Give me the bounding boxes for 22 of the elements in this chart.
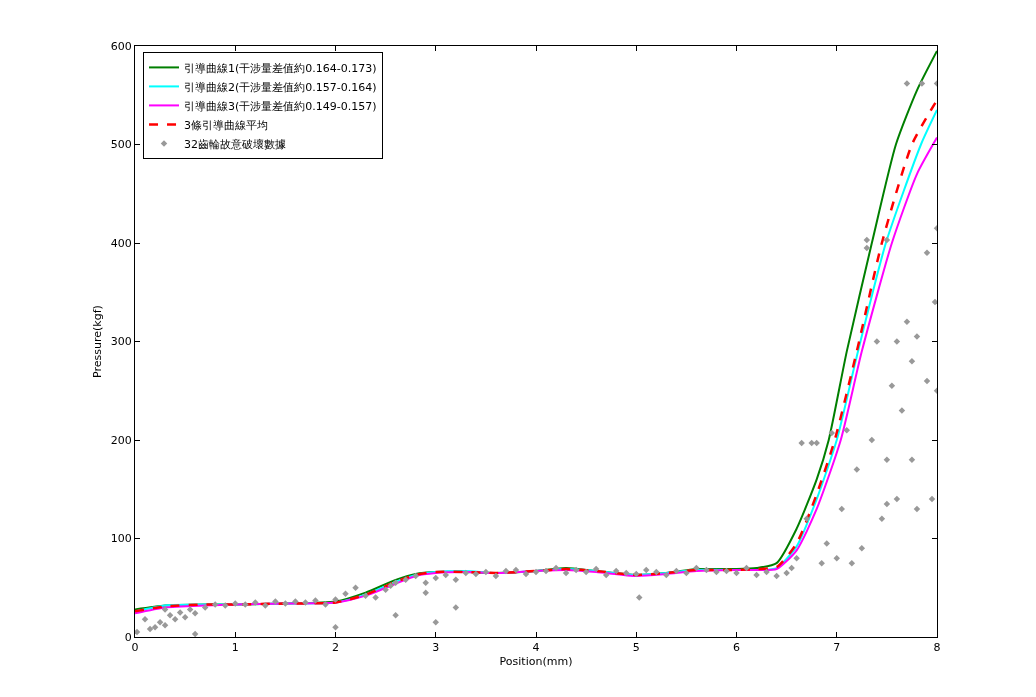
x-tick-label: 5: [632, 641, 640, 655]
x-tick-label: 6: [733, 641, 740, 655]
legend-label: 引導曲線2(干涉量差值約0.157-0.164): [184, 80, 377, 94]
y-tick-label: 100: [110, 532, 132, 546]
x-tick-label: 4: [532, 641, 540, 655]
y-axis-title: Pressure(kgf): [91, 305, 105, 378]
y-tick-label: 500: [110, 138, 132, 152]
x-axis-title: Position(mm): [499, 655, 573, 669]
y-tick-label: 300: [110, 335, 132, 349]
x-tick-label: 7: [833, 641, 841, 655]
y-tick-label: 200: [110, 433, 132, 447]
legend-label: 引導曲線3(干涉量差值約0.149-0.157): [184, 99, 377, 113]
x-tick-label: 3: [432, 641, 440, 655]
y-tick-label: 600: [110, 39, 132, 53]
x-tick-label: 2: [332, 641, 339, 655]
x-tick-label: 1: [231, 641, 239, 655]
y-tick-label: 400: [110, 236, 132, 250]
legend-label: 引導曲線1(干涉量差值約0.164-0.173): [184, 61, 377, 75]
y-tick-label: 0: [124, 630, 132, 644]
legend-label: 3條引導曲線平均: [184, 118, 269, 132]
x-tick-label: 8: [933, 641, 941, 655]
legend-label: 32齒輪故意破壞數據: [184, 137, 287, 151]
